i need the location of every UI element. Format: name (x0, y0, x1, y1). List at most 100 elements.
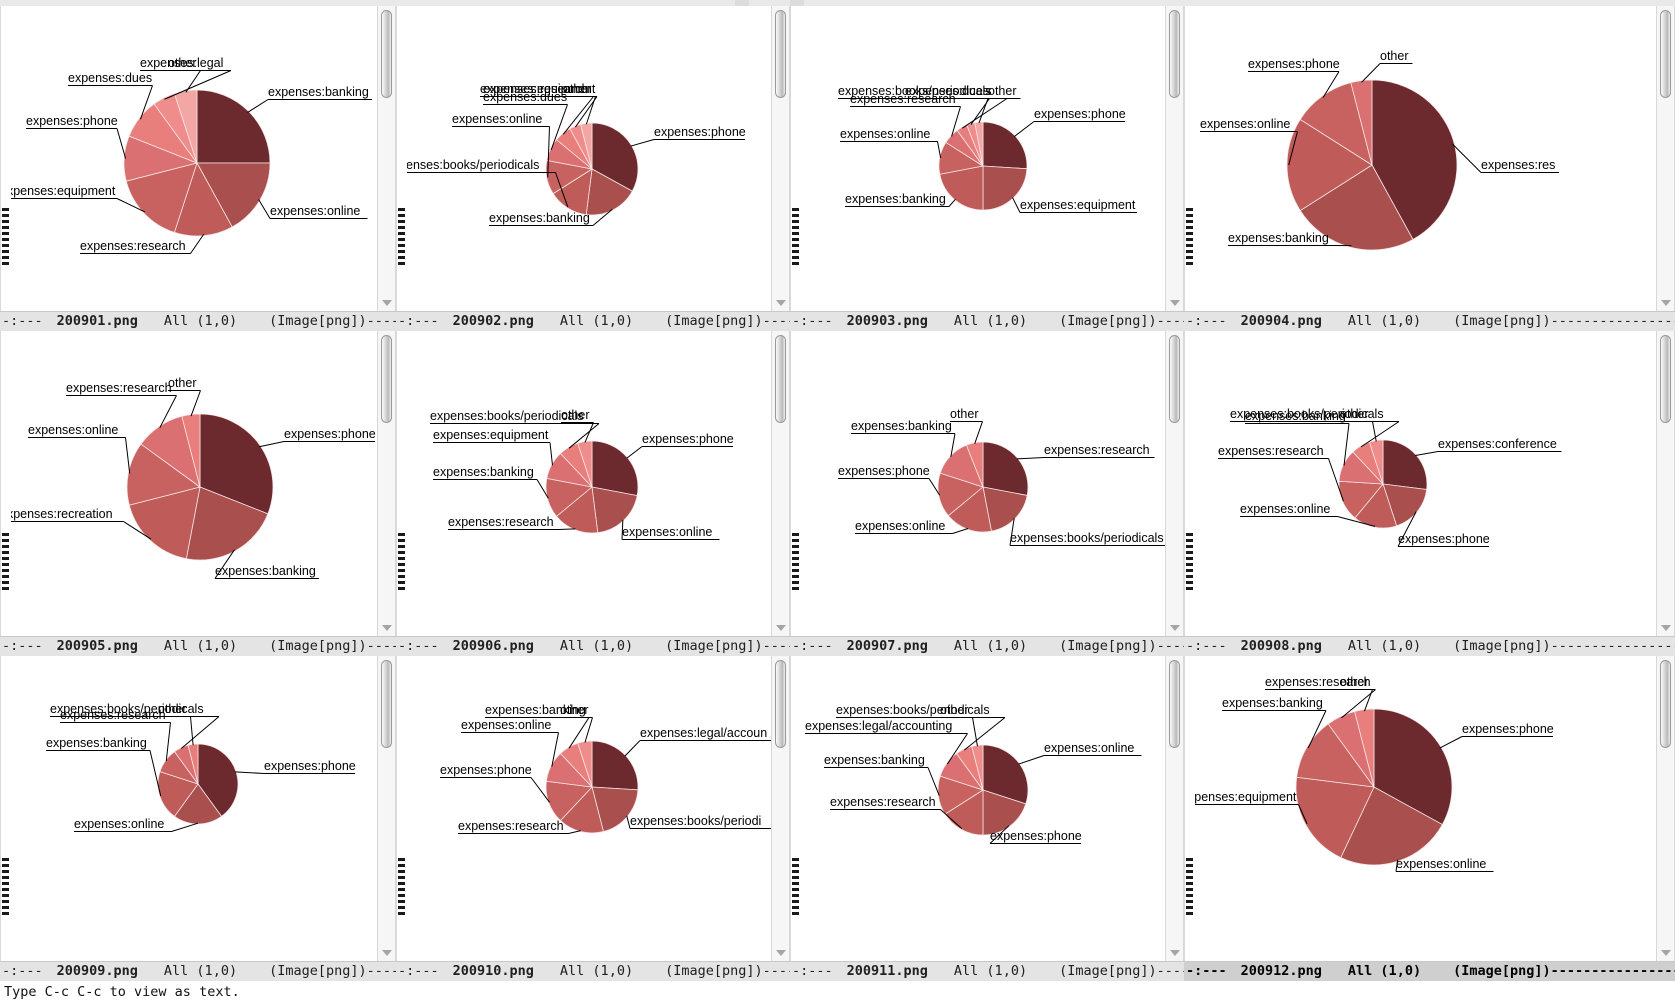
emacs-window[interactable]: expenses:legal/accoun expenses:books/peri… (396, 656, 790, 981)
pie-chart: expenses:research expenses:books/periodic… (838, 407, 1166, 546)
scroll-down-arrow-icon[interactable] (381, 950, 392, 956)
vertical-scrollbar[interactable] (1165, 656, 1184, 962)
label-leader-line (60, 722, 171, 762)
emacs-window[interactable]: expenses:phone expenses:banking expenses:r… (0, 331, 396, 656)
emacs-window[interactable]: expenses:phone expenses:banking enses:book… (396, 6, 790, 331)
pie-slice-label: expenses:research (60, 708, 166, 722)
mode-line[interactable]: -:--- 200903.png All (1,0) (Image[png])----… (790, 311, 1184, 331)
minibuffer[interactable]: Type C-c C-c to view as text. (0, 981, 1675, 1004)
label-leader-line (430, 423, 600, 449)
scrollbar-thumb[interactable] (381, 10, 392, 98)
pie-slice-label: expenses:dues (68, 71, 152, 85)
window-body: expenses:banking expenses:online expenses:… (0, 6, 396, 312)
emacs-window[interactable]: expenses:phone expenses:online expenses:re… (396, 331, 790, 656)
scrollbar-thumb[interactable] (381, 660, 392, 748)
scroll-down-arrow-icon[interactable] (775, 950, 786, 956)
scroll-down-arrow-icon[interactable] (1169, 950, 1180, 956)
scroll-down-arrow-icon[interactable] (1169, 625, 1180, 631)
mode-line-buffer-name: 200904.png (1240, 313, 1322, 329)
pie-slice-label: expenses:research (66, 381, 172, 395)
label-leader-line (247, 99, 372, 113)
scroll-down-arrow-icon[interactable] (775, 625, 786, 631)
label-leader-line (838, 478, 941, 496)
mode-line[interactable]: -:--- 200911.png All (1,0) (Image[png])----… (790, 961, 1184, 981)
vertical-scrollbar[interactable] (377, 656, 396, 962)
mode-line[interactable]: -:--- 200902.png All (1,0) (Image[png])----… (396, 311, 790, 331)
scroll-down-arrow-icon[interactable] (775, 300, 786, 306)
scroll-down-arrow-icon[interactable] (1169, 300, 1180, 306)
scrollbar-thumb[interactable] (381, 335, 392, 423)
vertical-scrollbar[interactable] (771, 656, 790, 962)
vertical-scrollbar[interactable] (377, 6, 396, 312)
scrollbar-thumb[interactable] (1660, 335, 1671, 423)
pie-slice-label: expenses:banking (268, 85, 369, 99)
scroll-down-arrow-icon[interactable] (1660, 300, 1671, 306)
pie-slice (1382, 483, 1428, 527)
vertical-scrollbar[interactable] (1656, 656, 1675, 962)
vertical-scrollbar[interactable] (1165, 6, 1184, 312)
emacs-window[interactable]: expenses:online expenses:phone expenses:re… (790, 656, 1184, 981)
mode-line-filler: ------------------ (762, 638, 790, 654)
emacs-window[interactable]: expenses:res expenses:banking expenses:onl… (1184, 6, 1675, 331)
vertical-scrollbar[interactable] (1165, 331, 1184, 637)
scrollbar-thumb[interactable] (1169, 660, 1180, 748)
mode-line[interactable]: -:--- 200910.png All (1,0) (Image[png])----… (396, 961, 790, 981)
pie-slice-label: expenses:res (1481, 158, 1555, 172)
scroll-down-arrow-icon[interactable] (1660, 950, 1671, 956)
emacs-window[interactable]: expenses:phone expenses:online expenses:ba… (0, 656, 396, 981)
label-leader-line (1395, 859, 1494, 872)
emacs-window[interactable]: expenses:phone expenses:online xpenses:equ… (1184, 656, 1675, 981)
mode-line-position: All (1,0) (953, 963, 1028, 979)
mode-line[interactable]: -:--- 200908.png All (1,0) (Image[png])----… (1184, 636, 1675, 656)
truncation-indicator-icon (2, 532, 9, 593)
mode-line-major-mode: (Image[png]) (665, 313, 763, 329)
truncation-indicator-icon (398, 207, 405, 268)
pie-slice-label: expenses:phone (1398, 532, 1490, 546)
vertical-scrollbar[interactable] (1656, 331, 1675, 637)
emacs-window[interactable]: expenses:research expenses:books/periodic… (790, 331, 1184, 656)
label-leader-line (561, 422, 594, 443)
label-leader-line (452, 126, 550, 178)
mode-line[interactable]: -:--- 200901.png All (1,0) (Image[png])----… (0, 311, 396, 331)
scroll-down-arrow-icon[interactable] (381, 300, 392, 306)
emacs-window[interactable]: expenses:conference expenses:phone expense… (1184, 331, 1675, 656)
frame-tab-marker-1 (735, 0, 749, 6)
scrollbar-thumb[interactable] (1660, 10, 1671, 98)
label-leader-line (483, 104, 568, 150)
scroll-down-arrow-icon[interactable] (1660, 625, 1671, 631)
pie-slice-label: expenses:banking (215, 564, 316, 578)
vertical-scrollbar[interactable] (771, 6, 790, 312)
mode-line[interactable]: -:--- 200905.png All (1,0) (Image[png])----… (0, 636, 396, 656)
label-leader-line (259, 441, 375, 448)
pie-slice-label: expenses:phone (1462, 722, 1554, 736)
window-body: expenses:legal/accoun expenses:books/peri… (396, 656, 790, 962)
window-body: expenses:res expenses:banking expenses:onl… (1184, 6, 1675, 312)
scrollbar-thumb[interactable] (1169, 10, 1180, 98)
vertical-scrollbar[interactable] (377, 331, 396, 637)
vertical-scrollbar[interactable] (771, 331, 790, 637)
scrollbar-thumb[interactable] (775, 335, 786, 423)
scrollbar-thumb[interactable] (1660, 660, 1671, 748)
fringe (1185, 331, 1195, 637)
mode-line[interactable]: -:--- 200909.png All (1,0) (Image[png])----… (0, 961, 396, 981)
vertical-scrollbar[interactable] (1656, 6, 1675, 312)
mode-line[interactable]: -:--- 200906.png All (1,0) (Image[png])----… (396, 636, 790, 656)
scrollbar-thumb[interactable] (775, 10, 786, 98)
scroll-down-arrow-icon[interactable] (381, 625, 392, 631)
pie-slice-label: expenses:legal/accoun (640, 726, 767, 740)
pie-slice-label: expenses:research (483, 82, 589, 96)
label-leader-line (158, 716, 194, 746)
emacs-window[interactable]: expenses:banking expenses:online expenses:… (0, 6, 396, 331)
mode-line[interactable]: -:--- 200904.png All (1,0) (Image[png])----… (1184, 311, 1675, 331)
pie-slice-label: other (940, 703, 969, 717)
pie-chart: expenses:banking expenses:online expenses:… (11, 56, 372, 254)
scrollbar-thumb[interactable] (1169, 335, 1180, 423)
mode-line[interactable]: -:--- 200912.png All (1,0) (Image[png])----… (1184, 961, 1675, 981)
image-canvas: expenses:research expenses:books/periodic… (801, 331, 1166, 637)
scrollbar-thumb[interactable] (775, 660, 786, 748)
mode-line-major-mode: (Image[png]) (269, 313, 367, 329)
mode-line-position: All (1,0) (163, 638, 238, 654)
pie-slice-label: expenses:online (28, 423, 118, 437)
emacs-window[interactable]: expenses:phone expenses:equipment expenses… (790, 6, 1184, 331)
mode-line[interactable]: -:--- 200907.png All (1,0) (Image[png])----… (790, 636, 1184, 656)
